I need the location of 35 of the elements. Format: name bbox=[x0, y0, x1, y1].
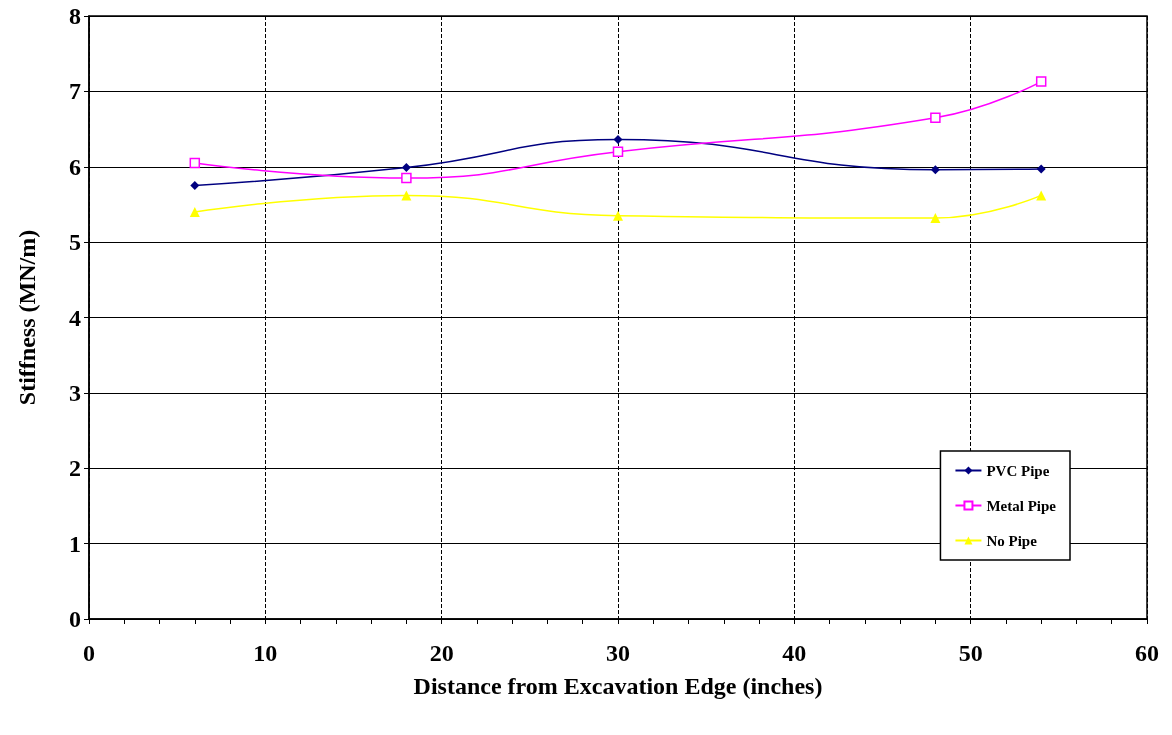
y-tick-label: 0 bbox=[69, 606, 81, 632]
y-tick-label: 4 bbox=[69, 304, 81, 331]
x-tick-label: 10 bbox=[253, 640, 278, 666]
point bbox=[930, 213, 941, 224]
y-tick-label: 1 bbox=[69, 530, 81, 557]
x-tick-label: 20 bbox=[429, 640, 454, 666]
y-tick-label: 2 bbox=[69, 455, 81, 482]
legend-label: No Pipe bbox=[986, 532, 1038, 549]
x-tick-label: 30 bbox=[606, 640, 630, 666]
point bbox=[612, 146, 624, 157]
point bbox=[1036, 190, 1047, 201]
point bbox=[613, 135, 623, 145]
y-tick-label: 3 bbox=[69, 379, 81, 406]
point bbox=[930, 165, 940, 175]
point bbox=[1035, 76, 1047, 87]
x-tick-label: 50 bbox=[958, 640, 983, 666]
y-tick-label: 8 bbox=[69, 3, 81, 29]
point bbox=[190, 181, 200, 191]
point bbox=[401, 172, 412, 184]
point bbox=[1036, 164, 1046, 174]
x-axis-title: Distance from Excavation Edge (inches) bbox=[413, 673, 823, 699]
y-tick-label: 7 bbox=[69, 78, 81, 105]
point bbox=[189, 206, 200, 217]
point bbox=[401, 190, 412, 201]
x-tick-label: 40 bbox=[782, 640, 807, 666]
legend-label: Metal Pipe bbox=[986, 497, 1057, 514]
y-tick-label: 5 bbox=[69, 229, 81, 256]
x-tick-label: 60 bbox=[1135, 640, 1159, 666]
point bbox=[401, 163, 411, 172]
point bbox=[930, 112, 941, 124]
y-axis-title: Stiffness (MN/m) bbox=[14, 229, 40, 406]
point bbox=[613, 210, 623, 221]
y-tick-label: 6 bbox=[69, 153, 81, 180]
point bbox=[189, 157, 201, 169]
legend-label: PVC Pipe bbox=[986, 462, 1050, 479]
